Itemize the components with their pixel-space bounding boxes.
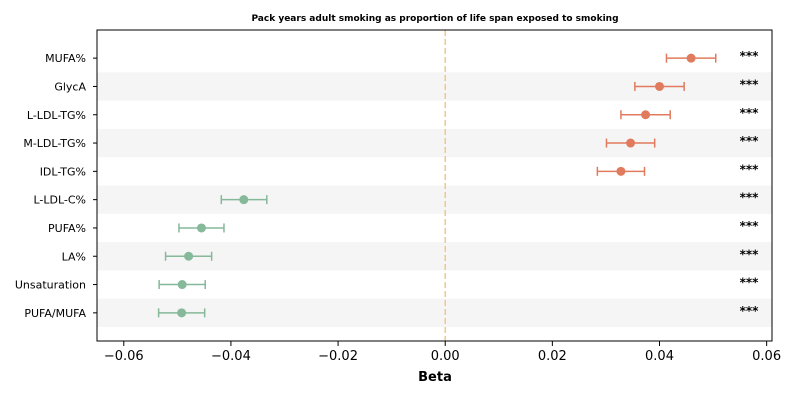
significance-label: *** [740, 247, 760, 261]
category-label: IDL-TG% [40, 165, 86, 178]
beta-point [686, 53, 696, 63]
row-shade [97, 185, 772, 214]
row-shade [97, 298, 772, 327]
beta-point [184, 251, 194, 261]
significance-label: *** [740, 219, 760, 233]
category-label: PUFA/MUFA [24, 307, 86, 320]
x-tick-label: −0.06 [104, 349, 144, 364]
beta-point [177, 308, 187, 318]
significance-label: *** [740, 134, 760, 148]
significance-label: *** [740, 49, 760, 63]
x-tick-label: −0.02 [318, 349, 358, 364]
x-axis-label: Beta [418, 370, 452, 385]
x-tick-label: −0.04 [211, 349, 251, 364]
category-label: LA% [62, 250, 86, 263]
x-tick-label: 0.00 [431, 349, 460, 364]
significance-label: *** [740, 162, 760, 176]
x-tick-label: 0.06 [752, 349, 781, 364]
category-label: Unsaturation [15, 279, 86, 292]
beta-point [655, 81, 664, 91]
category-label: L-LDL-TG% [27, 109, 86, 122]
x-tick-label: 0.04 [645, 349, 674, 364]
row-shading [97, 72, 772, 327]
significance-label: *** [740, 191, 760, 205]
significance-label: *** [740, 304, 760, 318]
data-marks: MUFA% *** GlycA *** L-LDL-TG% *** M-LDL-TG% ***… [15, 49, 759, 320]
beta-point [616, 166, 626, 176]
category-label: L-LDL-C% [33, 194, 86, 207]
axes: −0.06 −0.04 −0.02 0.00 0.02 0.04 0.06 [93, 29, 781, 364]
beta-point [626, 138, 636, 148]
beta-point [196, 223, 206, 233]
category-label: PUFA% [48, 222, 86, 235]
beta-point [177, 280, 187, 290]
category-label: GlycA [54, 80, 86, 93]
beta-point [239, 195, 249, 205]
x-tick-label: 0.02 [538, 349, 567, 364]
chart-title: Pack years adult smoking as proportion o… [251, 14, 618, 24]
row-shade [97, 128, 772, 158]
significance-label: *** [740, 276, 760, 290]
category-label: M-LDL-TG% [23, 137, 86, 150]
beta-point [641, 110, 651, 120]
category-label: MUFA% [45, 52, 86, 65]
significance-label: *** [740, 77, 760, 91]
significance-label: *** [740, 106, 760, 120]
plot-frame [96, 29, 773, 342]
